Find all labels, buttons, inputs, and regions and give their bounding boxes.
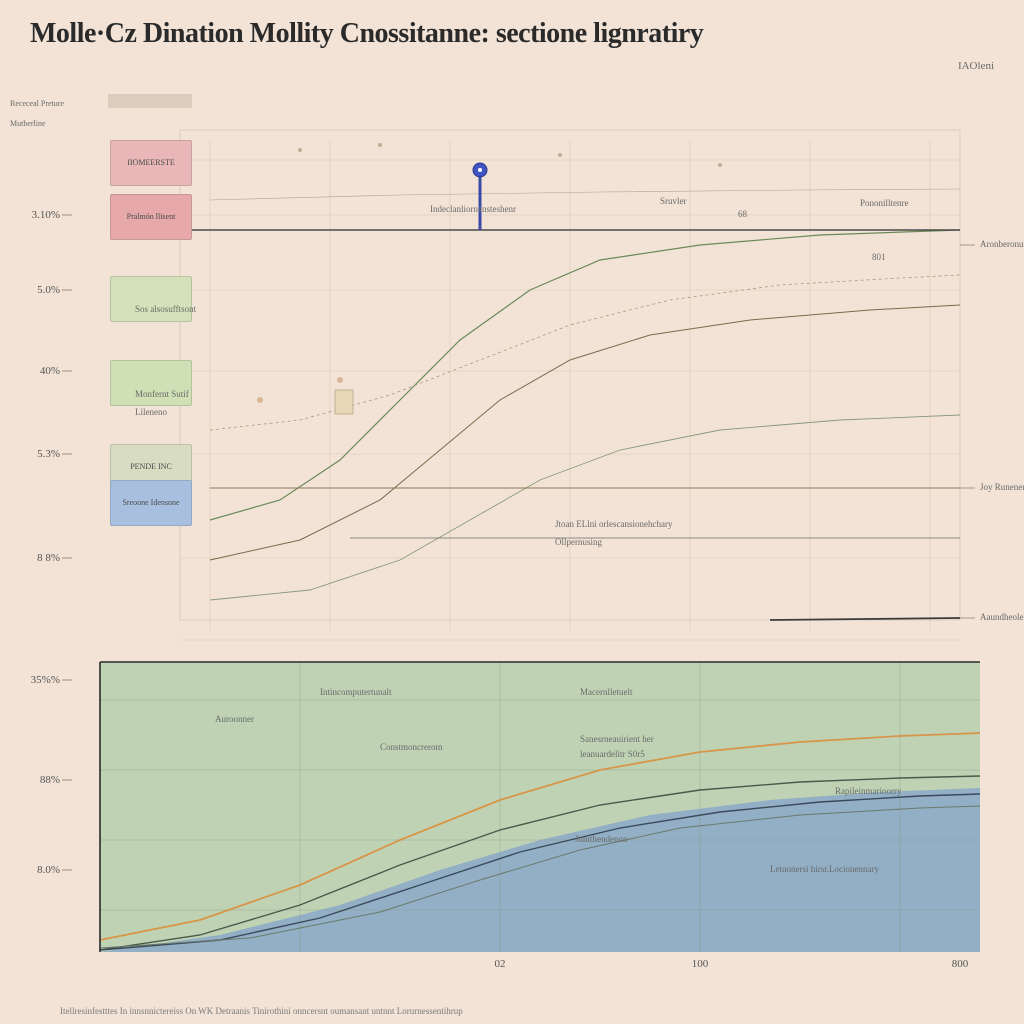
lower-annotation: Junithendenon bbox=[575, 834, 628, 844]
upper-annotation: 68 bbox=[738, 209, 747, 219]
lower-ytick: 35%% bbox=[0, 674, 60, 686]
lower-annotation: Constmoncrerom bbox=[380, 742, 443, 752]
lower-annotation: Intincomputertunalt bbox=[320, 687, 391, 697]
legend-item-3 bbox=[110, 360, 192, 406]
lower-ytick: 88% bbox=[0, 774, 60, 786]
upper-annotation: Jtoan ELlni orlescansionehchary bbox=[555, 519, 672, 529]
upper-series-a bbox=[210, 230, 960, 520]
upper-annotation: Pononilltenre bbox=[860, 198, 909, 208]
upper-annotation: 801 bbox=[872, 252, 886, 262]
upper-annotation: Ollpernusing bbox=[555, 537, 602, 547]
upper-annotation: Lileneno bbox=[135, 407, 167, 417]
upper-annotation: Aronberonurent Exsen bbox=[980, 239, 1024, 249]
lower-xtick: 100 bbox=[692, 958, 709, 970]
upper-ytick: 40% bbox=[0, 365, 60, 377]
upper-series-d bbox=[210, 275, 960, 430]
lower-xtick: 800 bbox=[952, 958, 969, 970]
upper-ytick: 8 8% bbox=[0, 552, 60, 564]
upper-annotation: Indeclanliornansteshenr bbox=[430, 204, 516, 214]
upper-ytick: 3.10% bbox=[0, 209, 60, 221]
lower-annotation: Sanesrneauirient her bbox=[580, 734, 654, 744]
upper-thin-top bbox=[210, 189, 960, 200]
upper-annotation: Sos alsosufftsont bbox=[135, 304, 196, 314]
lower-annotation: leanuardelitr S0r5 bbox=[580, 749, 645, 759]
upper-toplabel: Mutberline bbox=[10, 119, 46, 128]
upper-annotation: Monfernt Sutif bbox=[135, 389, 189, 399]
upper-series-c bbox=[210, 415, 960, 600]
lower-annotation: Rapileinmarioorry bbox=[835, 786, 901, 796]
lower-annotation: Letnonersi hirsr.Locionennary bbox=[770, 864, 879, 874]
lower-annotation: Macernlletuelt bbox=[580, 687, 632, 697]
upper-ytick: 5.0% bbox=[0, 284, 60, 296]
upper-annotation: Aaundheolehormonetediorre bbox=[980, 612, 1024, 622]
lower-ytick: 8.0% bbox=[0, 864, 60, 876]
lower-xtick: 02 bbox=[495, 958, 506, 970]
upper-annotation: Joy Runenert lhnicone bbox=[980, 482, 1024, 492]
upper-ytick: 5.3% bbox=[0, 448, 60, 460]
upper-annotation: Sruvler bbox=[660, 196, 687, 206]
footnote: Itellresinfestttes In innsnnictereiss On… bbox=[60, 1006, 964, 1016]
upper-toplabel: Receceal Preture bbox=[10, 99, 64, 108]
legend-item-5: Sreoone Idensone bbox=[110, 480, 192, 526]
lower-annotation: Auroonner bbox=[215, 714, 254, 724]
upper-thick-right bbox=[770, 618, 960, 620]
legend-item-1: Pralmón llisent bbox=[110, 194, 192, 240]
legend-item-0: IIOMEERSTE bbox=[110, 140, 192, 186]
legend-item-2 bbox=[110, 276, 192, 322]
